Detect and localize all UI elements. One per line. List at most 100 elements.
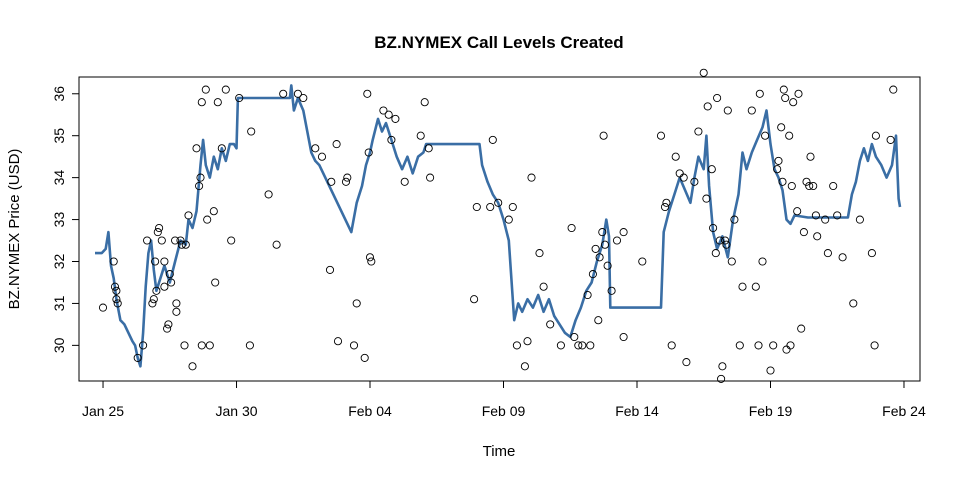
- call-level-point: [133, 353, 142, 362]
- call-level-point: [535, 249, 544, 258]
- call-level-point: [802, 177, 811, 186]
- call-level-point: [152, 286, 161, 295]
- call-level-point: [508, 202, 517, 212]
- call-level-point: [715, 236, 724, 245]
- call-level-point: [172, 299, 181, 308]
- call-level-point: [809, 181, 818, 191]
- call-level-point: [172, 307, 181, 316]
- call-level-point: [384, 110, 393, 119]
- call-level-point: [805, 181, 814, 191]
- call-level-point: [157, 236, 166, 245]
- call-level-point: [786, 341, 795, 350]
- call-level-point: [112, 295, 121, 304]
- call-level-point: [472, 202, 481, 212]
- call-level-point: [738, 282, 747, 291]
- y-axis: 30 31 32 33 34 35 36: [51, 86, 79, 353]
- x-axis: Jan 25 Jan 30 Feb 04 Feb 09 Feb 14 Feb 19 Feb …: [82, 381, 926, 419]
- call-level-point: [735, 341, 744, 350]
- call-level-point: [849, 299, 858, 308]
- call-level-point: [546, 320, 555, 329]
- call-level-point: [504, 215, 513, 224]
- call-level-point: [782, 345, 791, 354]
- call-level-point: [279, 89, 288, 98]
- call-level-point: [245, 341, 254, 350]
- call-level-point: [379, 106, 388, 115]
- call-level-point: [758, 257, 767, 266]
- y-tick-label: 34: [51, 170, 67, 186]
- call-level-point: [367, 257, 376, 266]
- price-line: [95, 84, 902, 368]
- call-level-point: [400, 177, 409, 186]
- call-level-point: [486, 202, 495, 212]
- call-level-point: [829, 181, 838, 191]
- call-level-point: [730, 215, 739, 224]
- call-level-point: [778, 177, 787, 186]
- call-level-point: [699, 68, 708, 77]
- call-level-point: [717, 374, 726, 383]
- call-level-point: [424, 144, 433, 153]
- call-level-point: [713, 93, 722, 103]
- y-tick-label: 32: [51, 253, 67, 269]
- call-level-point: [213, 98, 222, 107]
- call-level-point: [711, 249, 720, 258]
- call-level-point: [813, 232, 822, 241]
- call-level-point: [723, 106, 732, 115]
- call-level-point: [349, 341, 359, 350]
- call-level-point: [747, 106, 756, 115]
- call-level-point: [785, 131, 794, 140]
- call-level-point: [167, 278, 176, 287]
- call-level-point: [806, 152, 815, 161]
- call-level-point: [755, 89, 764, 98]
- call-level-point: [197, 98, 206, 107]
- call-level-point: [196, 173, 205, 182]
- call-level-point: [539, 282, 548, 291]
- call-level-point: [707, 165, 716, 174]
- call-level-point: [870, 341, 879, 350]
- call-level-point: [293, 89, 302, 98]
- call-level-point: [488, 135, 497, 144]
- call-level-point: [387, 135, 396, 144]
- call-level-point: [598, 228, 607, 237]
- call-level-point: [341, 177, 351, 186]
- call-level-point: [591, 244, 600, 253]
- call-level-point: [109, 257, 118, 266]
- call-level-point: [774, 156, 783, 165]
- call-level-point: [838, 253, 847, 262]
- call-level-point: [163, 324, 172, 333]
- call-level-point: [523, 337, 532, 346]
- call-level-point: [671, 152, 680, 161]
- call-level-point: [520, 362, 529, 371]
- call-level-point: [195, 181, 204, 191]
- call-level-point: [761, 131, 770, 140]
- call-level-point: [188, 362, 197, 371]
- call-level-point: [112, 286, 121, 295]
- call-level-point: [600, 240, 610, 249]
- call-level-point: [799, 228, 808, 237]
- call-level-point: [599, 131, 608, 140]
- call-level-point: [317, 152, 327, 161]
- call-level-point: [311, 144, 320, 153]
- call-level-point: [567, 223, 576, 233]
- call-level-point: [612, 236, 622, 245]
- call-level-points-layer: [98, 68, 898, 383]
- call-level-point: [619, 228, 628, 237]
- call-level-point: [722, 240, 731, 249]
- x-axis-label: Time: [483, 443, 516, 460]
- call-level-point: [662, 198, 671, 207]
- call-level-point: [184, 211, 193, 220]
- call-level-point: [797, 324, 806, 333]
- chart-title: BZ.NYMEX Call Levels Created: [374, 33, 623, 52]
- y-tick-label: 31: [51, 295, 67, 311]
- call-level-point: [192, 144, 201, 153]
- call-level-point: [149, 295, 158, 304]
- call-level-point: [327, 177, 336, 186]
- call-level-point: [343, 173, 352, 182]
- call-level-point: [779, 85, 788, 94]
- call-level-point: [180, 341, 189, 350]
- x-tick-label: Feb 14: [615, 403, 659, 419]
- call-level-point: [139, 341, 148, 350]
- call-level-point: [656, 131, 666, 140]
- y-tick-label: 33: [51, 212, 67, 228]
- call-level-point: [148, 299, 157, 308]
- plot-frame: [78, 76, 921, 382]
